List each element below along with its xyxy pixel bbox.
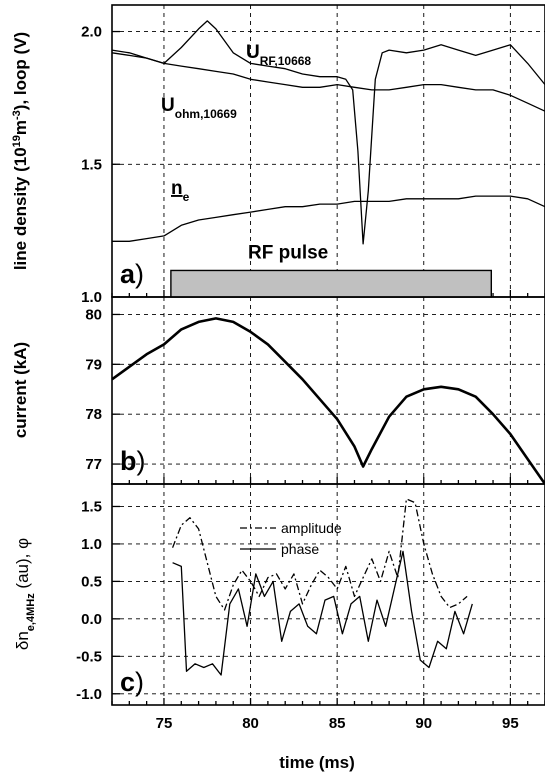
y-title-part: m	[11, 120, 30, 135]
panel-paren: )	[135, 259, 144, 289]
rf-pulse-label: RF pulse	[248, 242, 328, 263]
y-tick-label: 77	[85, 456, 102, 473]
series-label-sub: e	[183, 190, 190, 204]
panel-paren: )	[137, 446, 146, 476]
x-tick-label: 75	[156, 715, 173, 732]
series-label: URF,10668	[246, 42, 311, 68]
y-tick-label: 0.0	[81, 611, 102, 628]
y-tick-label: 79	[85, 356, 102, 373]
y-title-part: δn	[13, 631, 32, 650]
y-tick-label: 1.5	[81, 156, 102, 173]
panel-a: 1.0 1.5 2.0 a) line density (1019m-3), loop …	[11, 4, 545, 306]
y-title-sup: 19	[11, 135, 23, 147]
y-tick-label: 2.0	[81, 24, 102, 41]
plot-frame	[111, 4, 545, 298]
x-axis-title: time (ms)	[279, 753, 355, 772]
series-line-0	[111, 317, 545, 485]
y-title-part: (au), φ	[13, 538, 32, 593]
series-label-sub: RF,10668	[260, 54, 312, 68]
y-tick-label: -1.0	[76, 686, 102, 703]
series-line-1	[172, 550, 473, 676]
series-label-sub: ohm,10669	[175, 107, 237, 121]
x-tick-label: 90	[415, 715, 432, 732]
y-axis-title: current (kA)	[11, 342, 30, 438]
series-label: ne	[171, 178, 190, 204]
y-tick-label: -0.5	[76, 648, 102, 665]
y-axis-title: δne,4MHz (au), φ	[13, 538, 37, 650]
panel-label: c)	[120, 667, 144, 697]
series-label-main: U	[161, 95, 175, 116]
y-tick-label: 78	[85, 406, 102, 423]
series-label: Uohm,10669	[161, 95, 237, 121]
panel-b: 77 78 79 80 b) current (kA)	[11, 296, 545, 485]
panel-paren: )	[135, 667, 144, 697]
rf-pulse-bar	[170, 269, 493, 298]
x-tick-label: 95	[502, 715, 519, 732]
x-tick-label: 80	[242, 715, 259, 732]
plot-frame	[111, 483, 545, 706]
y-tick-label: 0.5	[81, 573, 102, 590]
y-tick-label: 1.0	[81, 536, 102, 553]
y-title-sub: e,4MHz	[25, 593, 37, 631]
series-label-main: U	[246, 42, 260, 63]
series-line-1	[111, 52, 545, 112]
panel-letter: c	[120, 667, 135, 697]
y-title-part: ), loop (V)	[11, 32, 30, 110]
series-label-main: n	[171, 178, 183, 199]
legend-entry: phase	[281, 541, 319, 557]
plot-frame	[111, 296, 545, 485]
panel-letter: a	[120, 259, 136, 289]
y-tick-label: 1.5	[81, 498, 102, 515]
y-title-part: line density (10	[11, 147, 30, 270]
y-axis-title: line density (1019m-3), loop (V)	[11, 32, 30, 270]
panel-letter: b	[120, 446, 137, 476]
panel-label: a)	[120, 259, 144, 289]
panel-c: -1.0 -0.5 0.0 0.5 1.0 1.5 c) δne,4MHz (au), φ am…	[13, 483, 545, 706]
y-title-sup: -3	[11, 110, 23, 120]
series-line-2	[112, 195, 545, 242]
series-line-0	[171, 498, 468, 611]
legend-entry: amplitude	[281, 520, 342, 536]
series-line-0	[111, 20, 545, 245]
y-tick-label: 80	[85, 306, 102, 323]
y-tick-label: 1.0	[81, 289, 102, 306]
panel-label: b)	[120, 446, 146, 476]
x-tick-label: 85	[329, 715, 346, 732]
